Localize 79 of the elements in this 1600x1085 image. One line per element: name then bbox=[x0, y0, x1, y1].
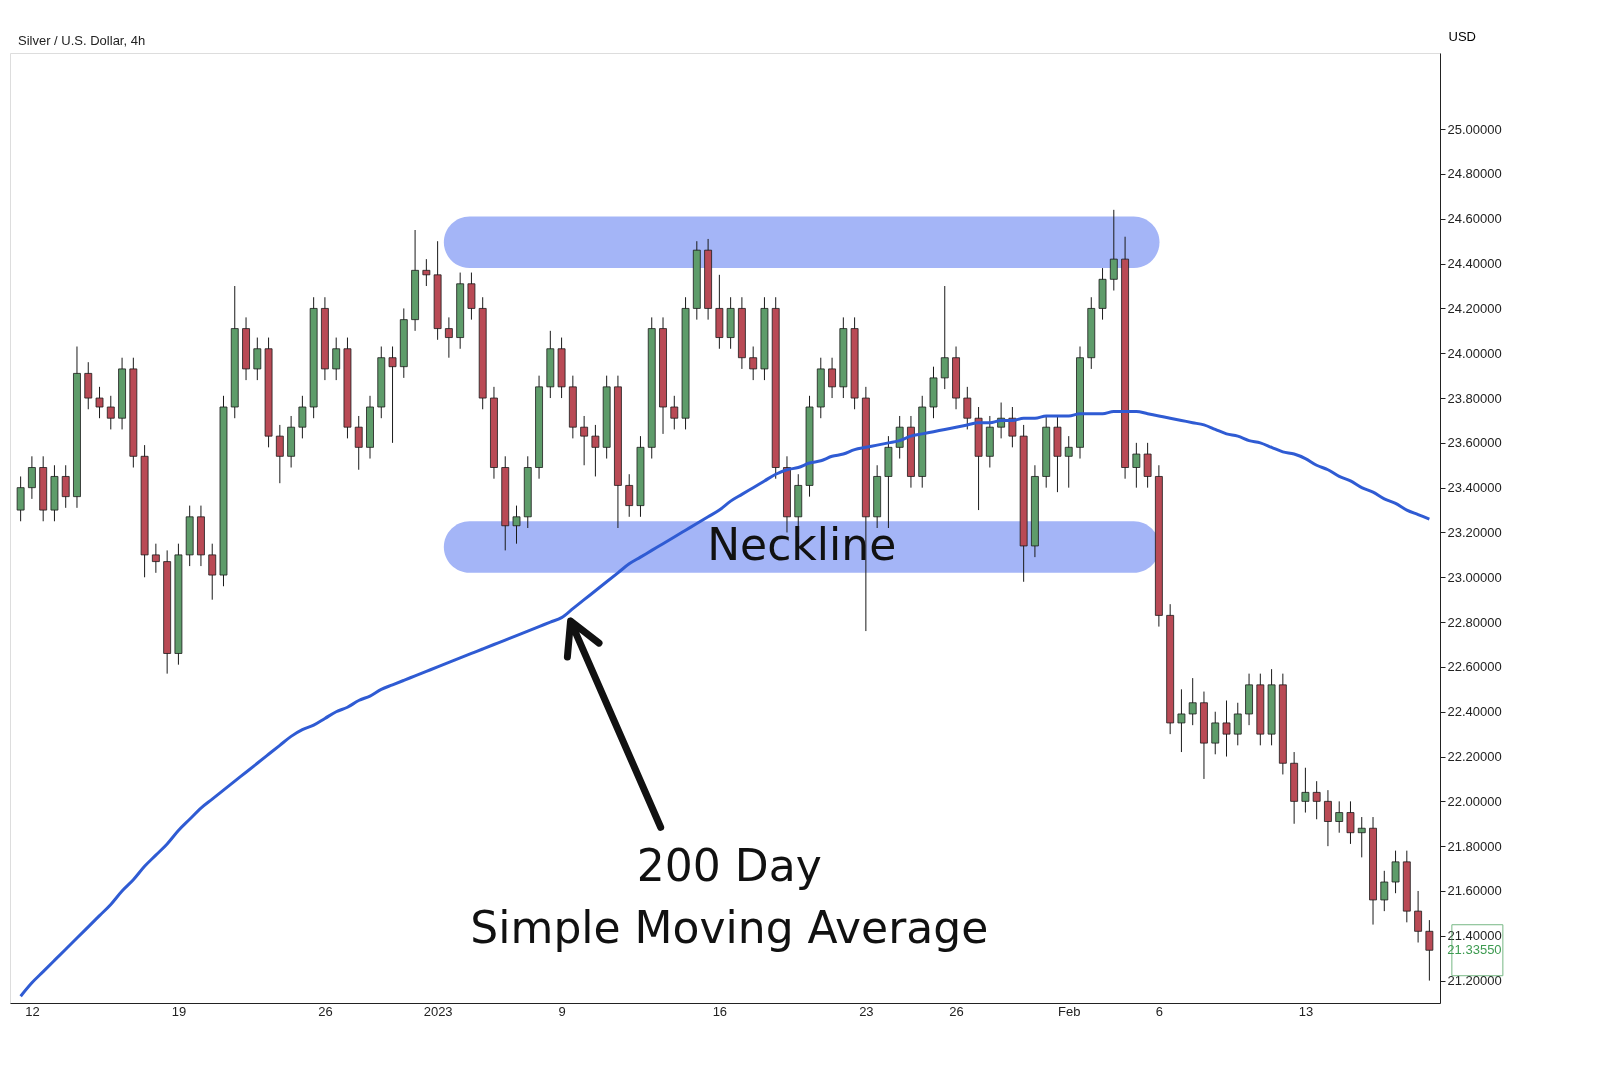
candlestick bbox=[828, 357, 836, 399]
y-tick-label: 21.20000 bbox=[1447, 973, 1502, 989]
candlestick bbox=[1143, 442, 1152, 489]
x-tick-label: 26 bbox=[318, 1003, 333, 1019]
candlestick bbox=[1312, 780, 1321, 820]
x-tick-label: 2023 bbox=[423, 1003, 453, 1019]
candlestick bbox=[1132, 442, 1141, 489]
candlestick bbox=[298, 395, 307, 439]
candlestick bbox=[1414, 890, 1422, 943]
candlestick bbox=[1188, 677, 1197, 726]
chart-title: Silver / U.S. Dollar, 4h bbox=[18, 33, 146, 48]
candlestick bbox=[61, 464, 70, 509]
x-tick-label: 26 bbox=[949, 1003, 964, 1019]
candlestick bbox=[625, 473, 634, 518]
candlestick bbox=[1391, 850, 1400, 894]
candlestick bbox=[1211, 711, 1220, 755]
candlestick bbox=[1425, 919, 1434, 982]
y-tick-label: 21.80000 bbox=[1447, 838, 1502, 854]
candlestick bbox=[28, 455, 36, 500]
candlestick bbox=[332, 337, 341, 381]
candlestick bbox=[354, 415, 363, 471]
candlestick bbox=[151, 543, 160, 574]
candlestick bbox=[16, 475, 25, 522]
candlestick bbox=[95, 386, 104, 419]
y-tick-label: 25.00000 bbox=[1447, 121, 1502, 137]
y-tick-label: 22.20000 bbox=[1447, 749, 1502, 765]
candlestick bbox=[580, 415, 589, 466]
y-tick-label: 24.20000 bbox=[1447, 300, 1502, 316]
candlestick bbox=[963, 386, 972, 430]
candlestick bbox=[1301, 767, 1310, 814]
candlestick bbox=[1335, 800, 1344, 834]
candlestick bbox=[1380, 870, 1389, 912]
x-tick-label: 16 bbox=[712, 1003, 728, 1019]
y-tick-label: 22.80000 bbox=[1447, 614, 1502, 630]
candlestick bbox=[253, 337, 262, 381]
candlestick bbox=[1324, 789, 1332, 847]
y-tick-label: 22.00000 bbox=[1447, 793, 1502, 809]
y-tick-label: 23.80000 bbox=[1447, 390, 1502, 406]
x-tick-label: 12 bbox=[25, 1003, 40, 1019]
candlestick bbox=[422, 258, 431, 287]
x-tick-label: 23 bbox=[859, 1003, 874, 1019]
y-tick-label: 23.40000 bbox=[1447, 480, 1502, 496]
annotation: 200 Day Simple Moving Average bbox=[470, 840, 989, 954]
y-tick-label: 23.00000 bbox=[1447, 569, 1502, 585]
candlestick bbox=[208, 543, 217, 601]
y-tick-label: 22.60000 bbox=[1447, 659, 1502, 675]
candlestick bbox=[1357, 816, 1366, 858]
x-tick-label: 6 bbox=[1155, 1003, 1164, 1019]
candlestick bbox=[512, 505, 521, 545]
candlestick bbox=[388, 346, 397, 444]
candlestick bbox=[444, 316, 453, 359]
candlestick bbox=[106, 395, 115, 430]
candlestick bbox=[1177, 688, 1186, 753]
candlestick bbox=[1109, 209, 1118, 291]
candlestick bbox=[1064, 435, 1073, 489]
candlestick bbox=[1222, 700, 1231, 758]
y-tick-label: 21.40000 bbox=[1447, 928, 1502, 944]
candlestick bbox=[591, 424, 600, 477]
y-tick-label: 21.60000 bbox=[1447, 883, 1502, 899]
candlestick bbox=[1346, 800, 1355, 845]
x-tick-label: 9 bbox=[558, 1003, 566, 1019]
y-tick-label: 24.00000 bbox=[1447, 345, 1502, 361]
candlestick bbox=[940, 285, 949, 390]
y-tick-label: 24.40000 bbox=[1447, 256, 1502, 272]
y-axis-title: USD bbox=[1448, 28, 1476, 44]
candlestick bbox=[670, 395, 679, 430]
y-tick-label: 22.40000 bbox=[1447, 704, 1502, 720]
line-series bbox=[19, 409, 1431, 998]
y-tick-label: 24.80000 bbox=[1447, 166, 1502, 182]
y-tick-label: 23.60000 bbox=[1447, 435, 1502, 451]
y-tick-label: 23.20000 bbox=[1447, 524, 1502, 540]
x-tick-label: 13 bbox=[1298, 1003, 1314, 1019]
candlestick bbox=[275, 424, 284, 484]
x-tick-label: 19 bbox=[171, 1003, 187, 1019]
candlestick bbox=[749, 346, 758, 381]
text: 21.33550 bbox=[1447, 942, 1502, 958]
x-tick-label: Feb bbox=[1058, 1003, 1081, 1019]
y-tick-label: 24.60000 bbox=[1447, 211, 1502, 227]
candlestick bbox=[1233, 702, 1242, 746]
